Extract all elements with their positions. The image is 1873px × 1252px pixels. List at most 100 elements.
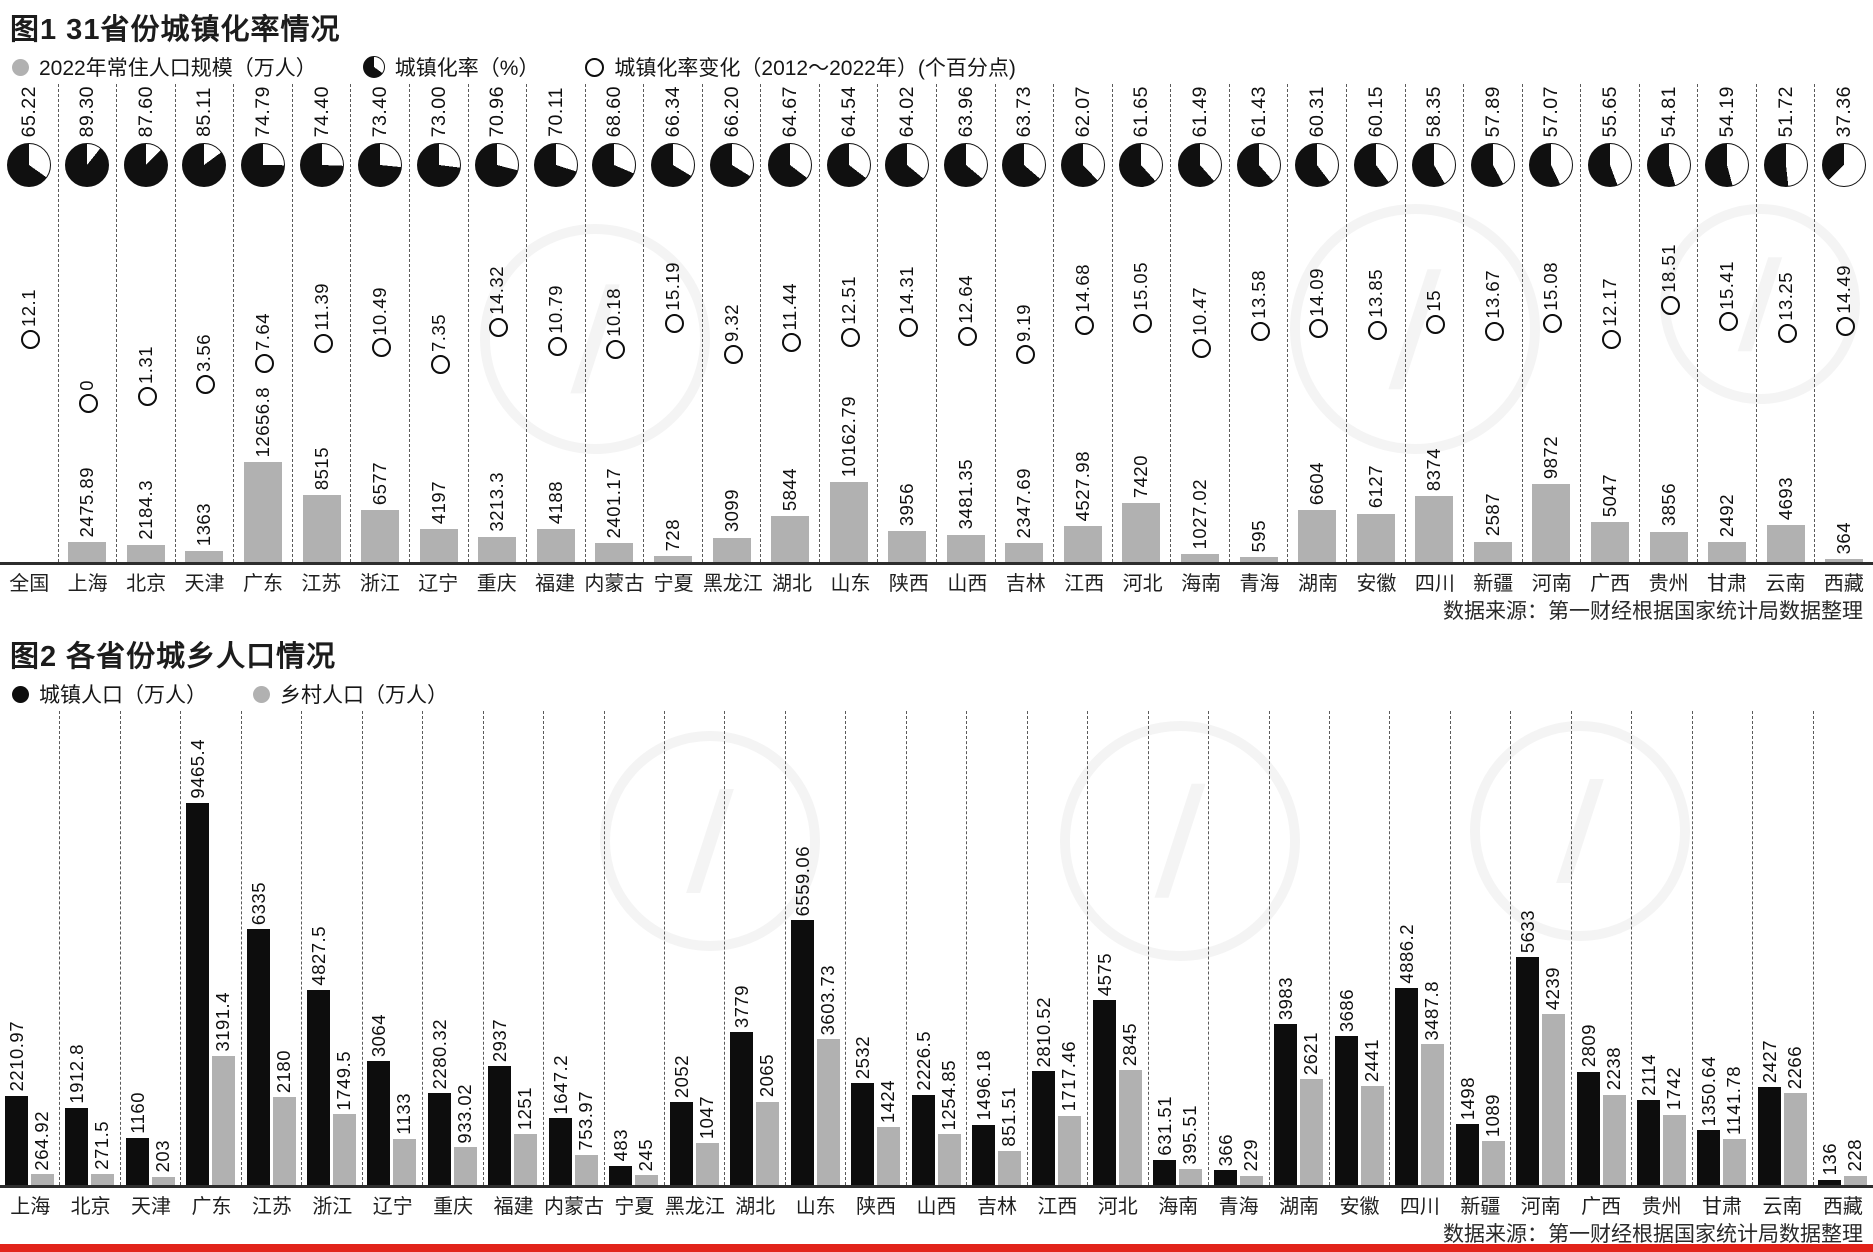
change-circle-marker <box>1074 316 1094 336</box>
rural-population-value: 2180 <box>272 1049 294 1093</box>
chart1-x-label: 内蒙古 <box>584 572 645 595</box>
urban-population-bar <box>1153 1159 1177 1185</box>
chart1-column: 54.19 15.41 2492 <box>1698 84 1757 562</box>
chart1-x-label: 贵州 <box>1648 572 1689 595</box>
rural-population-bar <box>91 1174 115 1185</box>
urban-population-bar <box>1697 1130 1721 1185</box>
chart2-x-label: 湖北 <box>735 1195 776 1218</box>
chart2-column: 2809 2238 <box>1572 711 1633 1185</box>
urban-population-bar <box>1576 1071 1600 1185</box>
population-bar <box>185 551 224 562</box>
population-value: 8374 <box>1423 447 1445 491</box>
population-bar <box>1415 495 1454 562</box>
population-bar <box>1590 522 1629 562</box>
change-value: 10.79 <box>544 285 566 334</box>
urban-population-bar <box>911 1095 935 1185</box>
change-value: 14.49 <box>1833 265 1855 315</box>
chart2-column: 631.51 395.51 <box>1149 711 1210 1185</box>
rural-population-bar <box>816 1039 840 1185</box>
pie-icon <box>362 56 385 78</box>
chart2-legend-urban: 城镇人口（万人） <box>12 679 207 709</box>
chart1-column: 51.72 13.25 4693 <box>1757 84 1816 562</box>
population-bar <box>1181 553 1220 562</box>
chart2-x-label: 江苏 <box>251 1195 292 1218</box>
chart1-x-label: 西藏 <box>1823 572 1864 595</box>
urbanization-rate-pie <box>416 143 461 187</box>
chart2-column: 6335 2180 <box>242 711 303 1185</box>
urban-population-value: 631.51 <box>1154 1095 1176 1156</box>
urban-population-value: 2226.5 <box>912 1031 934 1092</box>
population-value: 10162.79 <box>837 395 859 477</box>
chart1-x-label: 江西 <box>1064 572 1105 595</box>
change-circle-marker <box>1250 322 1270 342</box>
chart2-x-label: 山东 <box>795 1195 836 1218</box>
chart2-legend-rural-label: 乡村人口（万人） <box>280 684 448 707</box>
rural-population-bar <box>1662 1114 1686 1185</box>
urban-population-value: 2532 <box>852 1035 874 1079</box>
change-value: 18.51 <box>1657 244 1679 293</box>
change-value: 15.05 <box>1130 262 1152 312</box>
rural-population-bar <box>1723 1138 1747 1185</box>
urban-population-value: 4886.2 <box>1396 924 1418 984</box>
population-value: 4527.98 <box>1071 450 1093 522</box>
change-value: 10.18 <box>603 288 625 338</box>
change-circle-marker <box>1133 314 1153 334</box>
chart2-column: 2810.52 1717.46 <box>1028 711 1089 1185</box>
urbanization-rate-pie <box>1705 143 1750 187</box>
chart2-column: 4575 2845 <box>1088 711 1149 1185</box>
chart2-column: 3064 1133 <box>363 711 424 1185</box>
population-bar <box>1239 557 1278 562</box>
urbanization-rate-value: 85.11 <box>193 87 216 137</box>
population-bar <box>478 536 517 562</box>
chart2-x-label: 浙江 <box>312 1195 353 1218</box>
chart2-x-label: 四川 <box>1399 1195 1440 1218</box>
urbanization-rate-pie <box>533 143 578 187</box>
urban-population-value: 1350.64 <box>1698 1056 1720 1127</box>
chart1-column: 89.30 0 2475.89 <box>59 84 118 562</box>
urban-population-bar <box>306 989 330 1185</box>
population-value: 3856 <box>1657 483 1679 527</box>
change-value: 15.41 <box>1716 260 1738 310</box>
chart1-legend-population-label: 2022年常住人口规模（万人） <box>39 57 317 80</box>
change-circle-marker <box>1309 319 1329 339</box>
urbanization-rate-pie <box>65 143 110 187</box>
urbanization-rate-value: 55.65 <box>1598 85 1621 137</box>
urbanization-rate-pie <box>650 143 695 187</box>
change-value: 11.44 <box>779 282 801 331</box>
chart2-x-label: 广东 <box>191 1195 232 1218</box>
chart1-column: 74.79 7.64 12656.8 <box>234 84 293 562</box>
population-value: 4188 <box>544 480 566 524</box>
chart1-x-label: 广西 <box>1590 572 1631 595</box>
population-bar <box>829 481 868 562</box>
rural-population-value: 2065 <box>756 1054 778 1098</box>
rural-population-bar <box>212 1056 236 1185</box>
chart1-x-label: 上海 <box>67 572 108 595</box>
urbanization-rate-value: 51.72 <box>1774 85 1797 137</box>
change-circle-marker <box>20 329 40 349</box>
chart1-column: 65.22 12.1 <box>0 84 59 562</box>
urbanization-rate-value: 61.65 <box>1130 85 1153 137</box>
change-circle-marker <box>1367 320 1387 340</box>
urbanization-rate-value: 63.96 <box>954 85 977 137</box>
rural-population-bar <box>574 1154 598 1185</box>
population-bar <box>536 528 575 562</box>
population-value: 728 <box>661 518 683 552</box>
urban-population-value: 1647.2 <box>549 1054 571 1115</box>
chart2-column: 1912.8 271.5 <box>60 711 121 1185</box>
urbanization-rate-pie <box>1060 143 1105 187</box>
chart2-x-label: 天津 <box>131 1195 172 1218</box>
chart1-column: 73.40 10.49 6577 <box>351 84 410 562</box>
chart1-x-label: 湖北 <box>772 572 813 595</box>
population-value: 3481.35 <box>954 459 976 530</box>
rural-population-bar <box>1179 1169 1203 1185</box>
population-value: 2401.17 <box>603 467 625 539</box>
population-value: 7420 <box>1130 455 1152 499</box>
rural-population-value: 3603.73 <box>816 965 838 1036</box>
urban-population-value: 3779 <box>731 985 753 1029</box>
urban-population-bar <box>609 1165 633 1185</box>
chart1-column: 64.54 12.51 10162.79 <box>820 84 879 562</box>
urban-population-bar <box>1516 957 1540 1185</box>
chart1-legend-rate-label: 城镇化率（%） <box>394 57 540 80</box>
change-value: 7.35 <box>427 314 449 353</box>
population-value: 595 <box>1247 519 1269 553</box>
